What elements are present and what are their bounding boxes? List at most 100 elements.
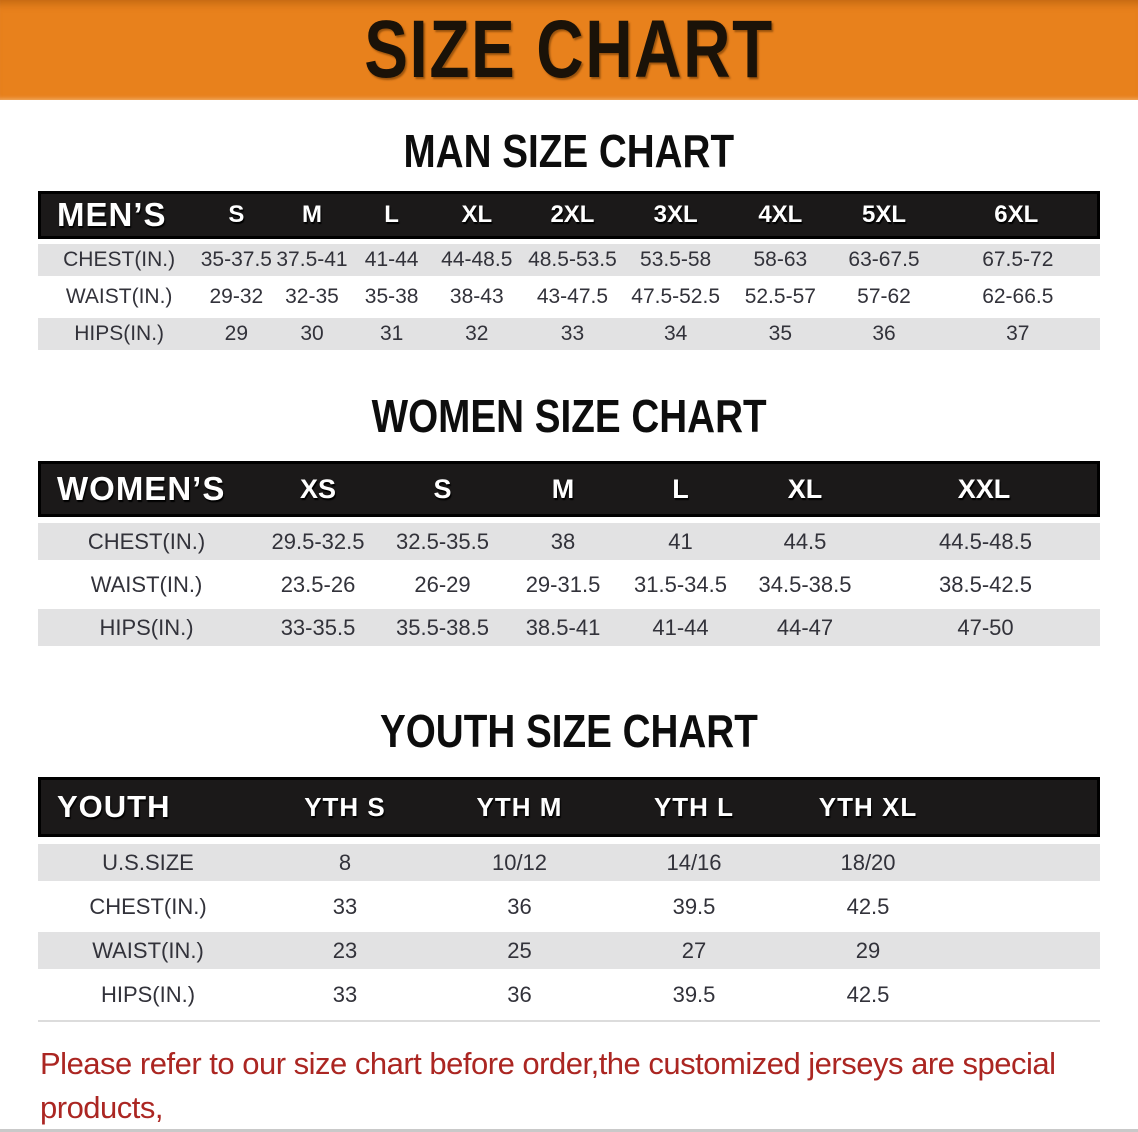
size-column-header: S: [200, 191, 273, 239]
size-value-cell: 33-35.5: [255, 609, 381, 646]
size-value-cell: 42.5: [781, 976, 955, 1013]
size-value-cell: 23: [258, 932, 432, 969]
size-value-cell: 44.5: [739, 523, 871, 560]
table-header-row: WOMEN’S XS S M L XL XXL: [38, 461, 1100, 517]
disclaimer-text: Please refer to our size chart before or…: [0, 1042, 1138, 1129]
size-value-cell: 44.5-48.5: [871, 523, 1100, 560]
header-spacer: [955, 777, 1100, 837]
size-value-cell: 31.5-34.5: [622, 566, 739, 603]
size-value-cell: 33: [258, 888, 432, 925]
size-value-cell: 26-29: [381, 566, 504, 603]
size-column-header: L: [622, 461, 739, 517]
size-column-header: 4XL: [728, 191, 833, 239]
row-label: HIPS(IN.): [38, 318, 201, 350]
size-value-cell: 18/20: [781, 844, 955, 881]
size-column-header: YTH S: [258, 777, 432, 837]
size-value-cell: 43-47.5: [521, 281, 624, 313]
size-value-cell: 29.5-32.5: [255, 523, 381, 560]
youth-section-heading: YOUTH SIZE CHART: [0, 704, 1138, 757]
size-value-cell: 39.5: [607, 976, 781, 1013]
size-column-header: YTH M: [432, 777, 607, 837]
size-value-cell: 30: [272, 318, 352, 350]
size-value-cell: 41: [622, 523, 739, 560]
size-column-header: S: [381, 461, 504, 517]
size-value-cell: 63-67.5: [832, 244, 936, 276]
disclaimer-line-1: Please refer to our size chart before or…: [40, 1046, 1056, 1125]
row-label: U.S.SIZE: [38, 844, 258, 881]
row-spacer: [955, 844, 1100, 881]
size-value-cell: 58-63: [728, 244, 833, 276]
man-heading-text: MAN SIZE CHART: [403, 125, 735, 177]
size-value-cell: 41-44: [351, 244, 432, 276]
size-value-cell: 38.5-42.5: [871, 566, 1100, 603]
women-section-heading: WOMEN SIZE CHART: [0, 389, 1138, 442]
row-label: HIPS(IN.): [38, 976, 258, 1013]
youth-heading-text: YOUTH SIZE CHART: [380, 705, 758, 757]
size-value-cell: 42.5: [781, 888, 955, 925]
size-value-cell: 44-48.5: [431, 244, 522, 276]
row-label: CHEST(IN.): [38, 888, 258, 925]
table-row: HIPS(IN.) 29 30 31 32 33 34 35 36 37: [38, 318, 1100, 350]
size-value-cell: 23.5-26: [255, 566, 381, 603]
row-spacer: [955, 888, 1100, 925]
table-row: HIPS(IN.) 33 36 39.5 42.5: [38, 976, 1100, 1013]
size-value-cell: 25: [432, 932, 607, 969]
size-value-cell: 35: [728, 318, 833, 350]
banner: SIZE CHART: [0, 0, 1138, 100]
table-row: WAIST(IN.) 23 25 27 29: [38, 932, 1100, 969]
size-value-cell: 29: [781, 932, 955, 969]
row-label: WAIST(IN.): [38, 932, 258, 969]
size-column-header: M: [272, 191, 352, 239]
women-heading-text: WOMEN SIZE CHART: [371, 390, 767, 442]
size-value-cell: 27: [607, 932, 781, 969]
size-value-cell: 37: [935, 318, 1100, 350]
size-column-header: YTH XL: [781, 777, 955, 837]
women-size-table: WOMEN’S XS S M L XL XXL CHEST(IN.) 29.5-32.5 32.5…: [38, 455, 1100, 652]
size-column-header: 6XL: [935, 191, 1100, 239]
row-label: CHEST(IN.): [38, 244, 201, 276]
size-value-cell: 29-32: [200, 281, 273, 313]
size-value-cell: 36: [432, 976, 607, 1013]
size-value-cell: 38.5-41: [504, 609, 622, 646]
size-value-cell: 38: [504, 523, 622, 560]
size-column-header: 3XL: [623, 191, 729, 239]
size-value-cell: 36: [832, 318, 936, 350]
size-value-cell: 32.5-35.5: [381, 523, 504, 560]
size-value-cell: 32-35: [272, 281, 352, 313]
table-row: WAIST(IN.) 23.5-26 26-29 29-31.5 31.5-34.5 34…: [38, 566, 1100, 603]
table-header-row: YOUTH YTH S YTH M YTH L YTH XL: [38, 777, 1100, 837]
table-row: CHEST(IN.) 33 36 39.5 42.5: [38, 888, 1100, 925]
row-label: CHEST(IN.): [38, 523, 255, 560]
size-value-cell: 57-62: [832, 281, 936, 313]
size-value-cell: 38-43: [431, 281, 522, 313]
table-corner-label: MEN’S: [38, 191, 201, 239]
table-corner-label: YOUTH: [38, 777, 258, 837]
size-value-cell: 29-31.5: [504, 566, 622, 603]
table-corner-label: WOMEN’S: [38, 461, 255, 517]
size-value-cell: 34: [623, 318, 729, 350]
table-row: HIPS(IN.) 33-35.5 35.5-38.5 38.5-41 41-44 44-…: [38, 609, 1100, 646]
size-value-cell: 34.5-38.5: [739, 566, 871, 603]
size-value-cell: 35-38: [351, 281, 432, 313]
size-column-header: XL: [739, 461, 871, 517]
size-value-cell: 37.5-41: [272, 244, 352, 276]
size-value-cell: 8: [258, 844, 432, 881]
size-value-cell: 32: [431, 318, 522, 350]
size-value-cell: 39.5: [607, 888, 781, 925]
size-value-cell: 47.5-52.5: [623, 281, 729, 313]
table-header-row: MEN’S S M L XL 2XL 3XL 4XL 5XL 6XL: [38, 191, 1100, 239]
man-section-heading: MAN SIZE CHART: [0, 124, 1138, 177]
size-value-cell: 35-37.5: [200, 244, 273, 276]
size-value-cell: 52.5-57: [728, 281, 833, 313]
size-value-cell: 62-66.5: [935, 281, 1100, 313]
row-spacer: [955, 932, 1100, 969]
size-value-cell: 31: [351, 318, 432, 350]
table-row: CHEST(IN.) 35-37.5 37.5-41 41-44 44-48.5 48.5…: [38, 244, 1100, 276]
men-size-table: MEN’S S M L XL 2XL 3XL 4XL 5XL 6XL CHEST(IN.) 35-37…: [38, 186, 1100, 355]
size-column-header: XL: [431, 191, 522, 239]
size-value-cell: 33: [521, 318, 624, 350]
size-value-cell: 41-44: [622, 609, 739, 646]
row-label: WAIST(IN.): [38, 281, 201, 313]
size-column-header: YTH L: [607, 777, 781, 837]
size-value-cell: 67.5-72: [935, 244, 1100, 276]
